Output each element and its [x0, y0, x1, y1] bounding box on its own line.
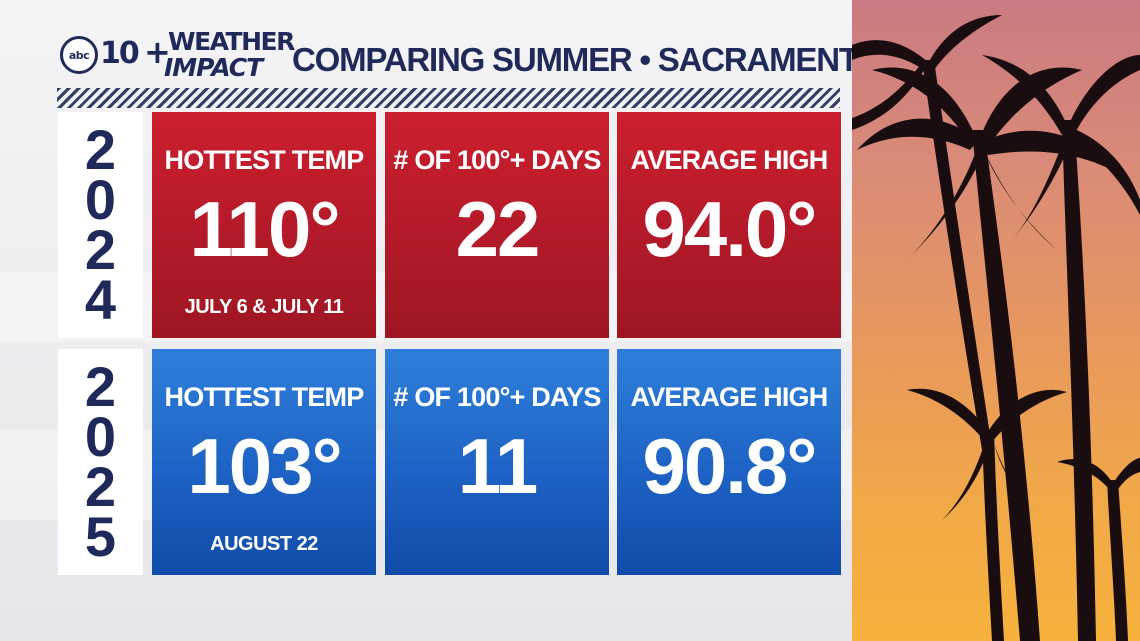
year-digit: 5 [84, 505, 117, 568]
card-label: # OF 100°+ DAYS [393, 145, 601, 175]
palm-trees-sunset-photo [852, 0, 1140, 641]
card-value: 22 [455, 185, 541, 273]
card-label: AVERAGE HIGH [630, 145, 829, 175]
card-value: 90.8° [642, 422, 817, 510]
card-label: # OF 100°+ DAYS [393, 382, 601, 412]
graphic-panel: abc 10 + WEATHER IMPACT COMPARING SUMMER… [57, 26, 852, 575]
card-label: AVERAGE HIGH [630, 382, 829, 412]
card-2025-100-days: # OF 100°+ DAYS 11 [385, 349, 609, 575]
card-2024-average-high: AVERAGE HIGH 94.0° [617, 112, 841, 338]
station-logo: abc 10 + WEATHER IMPACT [60, 26, 295, 84]
card-value: 94.0° [642, 185, 817, 273]
year-label-2024: 2 0 2 4 [58, 112, 143, 338]
card-2025-hottest-temp: HOTTEST TEMP 103° AUGUST 22 [152, 349, 376, 575]
card-label: HOTTEST TEMP [164, 382, 365, 412]
palm-silhouette-icon [852, 15, 1140, 641]
card-2025-average-high: AVERAGE HIGH 90.8° [617, 349, 841, 575]
card-value: 103° [187, 422, 342, 510]
card-date: JULY 6 & JULY 11 [184, 296, 344, 318]
year-digit: 2 [84, 118, 117, 181]
year-label-2025: 2 0 2 5 [58, 349, 143, 575]
logo-impact: IMPACT [164, 53, 263, 82]
logo-weather: WEATHER [168, 27, 295, 56]
hatch-divider [57, 88, 840, 108]
year-digit: 0 [84, 168, 117, 231]
year-digit: 2 [84, 218, 117, 281]
year-digit: 2 [84, 355, 117, 418]
year-digit: 2 [84, 455, 117, 518]
card-value: 110° [189, 185, 340, 273]
card-2024-hottest-temp: HOTTEST TEMP 110° JULY 6 & JULY 11 [152, 112, 376, 338]
logo-circle: abc [60, 36, 98, 74]
page-title: COMPARING SUMMER • SACRAMENTO [292, 41, 852, 78]
card-2024-100-days: # OF 100°+ DAYS 22 [385, 112, 609, 338]
card-date: AUGUST 22 [210, 533, 318, 555]
logo-number: 10 [100, 36, 140, 71]
card-label: HOTTEST TEMP [164, 145, 365, 175]
logo-plus: + [144, 33, 171, 71]
year-digit: 0 [84, 405, 117, 468]
year-digit: 4 [84, 268, 117, 331]
card-value: 11 [457, 422, 538, 510]
